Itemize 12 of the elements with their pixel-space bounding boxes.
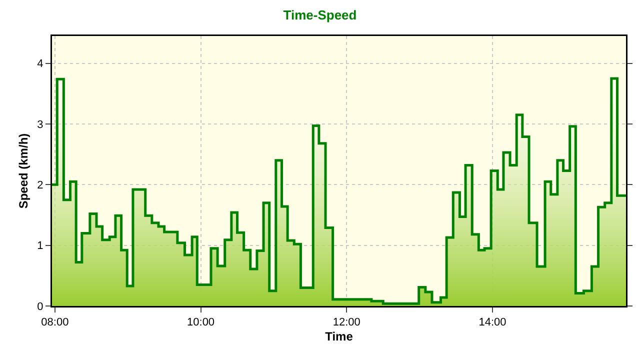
y-tick-label: 0 (37, 300, 44, 313)
y-tick-label: 2 (37, 180, 44, 192)
x-tick-label: 14:00 (478, 316, 506, 329)
y-tick-label: 4 (37, 58, 44, 70)
x-tick-label: 08:00 (41, 316, 69, 329)
y-axis-title: Speed (km/h) (16, 133, 31, 209)
y-tick-label: 3 (37, 118, 44, 131)
chart-title: Time-Speed (283, 8, 357, 23)
x-tick-label: 10:00 (187, 316, 215, 329)
y-tick-label: 1 (37, 240, 44, 252)
x-tick-label: 12:00 (332, 316, 360, 329)
x-axis-title: Time (325, 329, 354, 344)
